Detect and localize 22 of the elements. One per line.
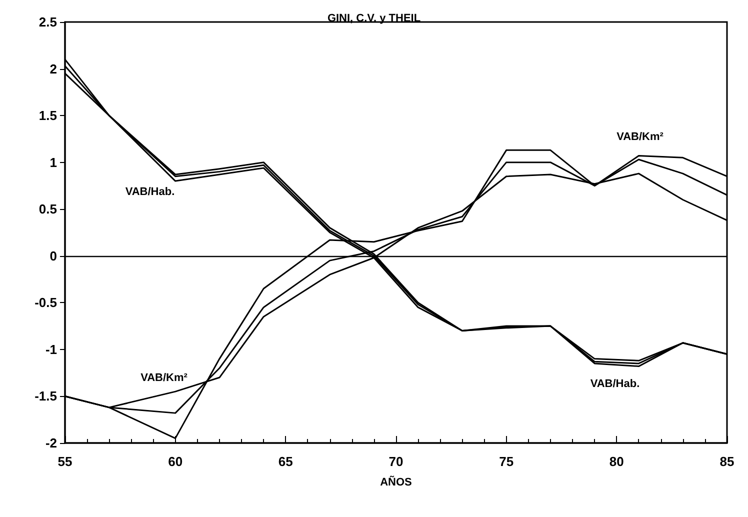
x-tick-label: 70 [388, 454, 404, 469]
x-tick-label: 80 [609, 454, 624, 469]
y-tick-label: 1 [50, 154, 57, 170]
x-tick-label: 65 [278, 454, 293, 469]
y-tick-label: 2 [50, 61, 57, 76]
annotation: VAB/Hab. [125, 186, 175, 198]
x-tick-label: 60 [168, 454, 183, 469]
y-tick-label: 0 [50, 248, 57, 264]
y-tick-label: -1.5 [34, 388, 57, 404]
y-tick-label: 0.5 [38, 202, 57, 217]
annotation: VAB/Hab. [590, 378, 640, 390]
y-tick-label: 2.5 [38, 14, 57, 30]
annotation: VAB/Km² [616, 131, 664, 143]
x-tick-label: 85 [720, 454, 734, 469]
x-tick-label: 75 [499, 454, 514, 469]
y-tick-label: -2 [45, 436, 57, 450]
x-axis-title: AÑOS [380, 476, 412, 488]
y-tick-label: 1.5 [38, 108, 57, 124]
x-tick-label: 55 [58, 454, 72, 469]
y-tick-label: -0.5 [34, 295, 57, 310]
y-tick-label: -1 [45, 342, 57, 357]
annotation: VAB/Km² [140, 372, 188, 384]
